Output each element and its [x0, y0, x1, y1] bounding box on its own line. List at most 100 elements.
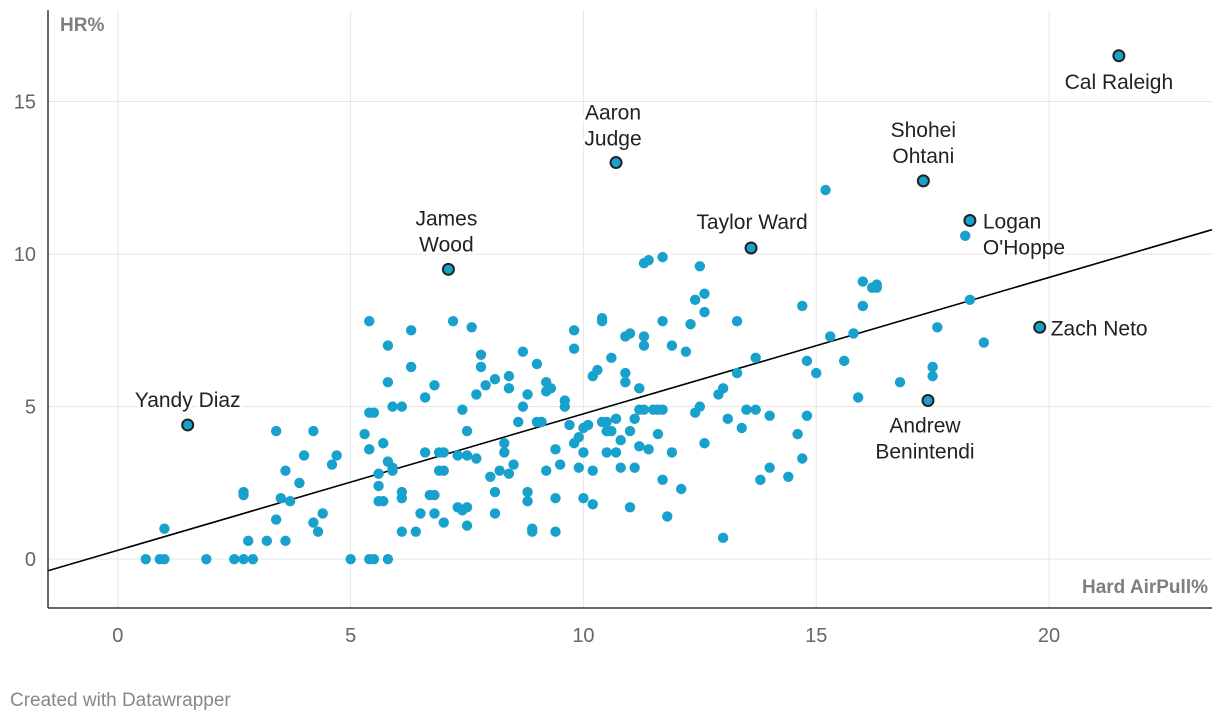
data-point — [396, 401, 408, 412]
data-point — [722, 413, 733, 425]
data-point — [857, 276, 868, 287]
highlight-point — [921, 394, 935, 408]
data-point — [657, 251, 668, 263]
data-point — [475, 349, 487, 360]
data-point — [270, 425, 282, 437]
data-point — [364, 316, 375, 327]
data-point — [634, 441, 645, 452]
gridlines — [48, 10, 1212, 608]
point-label: Andrew Benintendi — [875, 415, 974, 464]
highlighted-points — [181, 49, 1126, 432]
data-point — [638, 404, 650, 415]
data-point — [396, 526, 408, 537]
data-point — [387, 462, 398, 473]
data-point — [652, 428, 664, 440]
data-point — [587, 499, 598, 510]
data-point — [894, 377, 906, 388]
y-axis-title: HR% — [60, 15, 104, 36]
data-point — [284, 496, 296, 507]
scatter-chart: 0 5 10 15 20 0 5 10 15 Cal Raleigh Aaron Judge Shoh… — [14, 10, 1213, 647]
x-tick-label: 15 — [805, 625, 827, 647]
data-point — [568, 343, 580, 354]
highlight-point — [1112, 49, 1126, 63]
data-point — [797, 453, 808, 464]
data-point — [783, 471, 794, 483]
data-point — [694, 401, 706, 412]
data-point — [624, 425, 636, 437]
data-point — [629, 462, 640, 473]
y-tick-label: 5 — [25, 397, 36, 419]
data-point — [201, 553, 212, 565]
data-point — [238, 553, 249, 565]
data-point — [736, 422, 747, 434]
point-label: Cal Raleigh — [1065, 71, 1174, 94]
data-point — [550, 492, 561, 504]
y-tick-label: 15 — [14, 92, 36, 114]
data-point — [568, 325, 580, 336]
data-point — [419, 392, 431, 403]
data-point — [238, 486, 249, 498]
highlight-point — [609, 156, 623, 170]
data-point — [564, 419, 575, 431]
data-point — [508, 459, 519, 470]
data-point — [871, 279, 882, 290]
data-point — [382, 340, 394, 351]
data-point — [513, 416, 524, 428]
data-point — [447, 316, 459, 327]
data-point — [485, 471, 496, 483]
data-point — [522, 389, 533, 400]
data-point — [331, 450, 342, 461]
data-point — [578, 447, 589, 458]
data-point — [624, 328, 636, 339]
data-point — [438, 465, 449, 476]
data-point — [298, 450, 310, 461]
data-point — [825, 331, 836, 342]
point-label: Zach Neto — [1051, 317, 1148, 340]
data-point — [345, 553, 356, 565]
data-point — [606, 425, 617, 437]
data-point — [522, 496, 533, 507]
point-label: Shohei Ohtani — [891, 119, 956, 168]
data-point — [801, 355, 813, 367]
data-point — [927, 361, 938, 373]
data-point — [368, 407, 380, 418]
data-point — [368, 553, 380, 565]
data-point — [466, 322, 477, 333]
data-point — [550, 444, 561, 455]
data-point — [489, 508, 501, 519]
y-tick-label: 0 — [25, 549, 36, 571]
data-point — [685, 319, 696, 330]
data-point — [694, 261, 706, 272]
data-point — [461, 520, 473, 531]
data-point — [499, 447, 510, 458]
data-point — [643, 254, 654, 266]
data-point — [978, 337, 990, 348]
data-point — [559, 401, 571, 412]
data-point — [522, 486, 533, 498]
data-point — [699, 288, 710, 299]
data-point — [405, 361, 417, 373]
data-point — [387, 401, 398, 412]
data-point — [457, 404, 468, 415]
data-point — [410, 526, 422, 537]
data-point — [848, 328, 859, 339]
data-point — [270, 514, 282, 525]
data-point — [159, 553, 170, 565]
data-point — [471, 389, 482, 400]
data-point — [764, 462, 775, 473]
data-point — [750, 404, 761, 415]
data-point — [308, 517, 319, 528]
data-point — [159, 523, 170, 534]
data-point — [261, 535, 273, 547]
data-point — [666, 447, 678, 458]
data-point — [531, 358, 543, 370]
data-point — [657, 316, 668, 327]
data-point — [657, 404, 668, 415]
data-point — [405, 325, 417, 336]
x-tick-label: 0 — [112, 625, 123, 647]
data-point — [461, 450, 473, 461]
data-point — [680, 346, 692, 357]
data-point — [461, 425, 473, 437]
data-point — [797, 300, 808, 312]
